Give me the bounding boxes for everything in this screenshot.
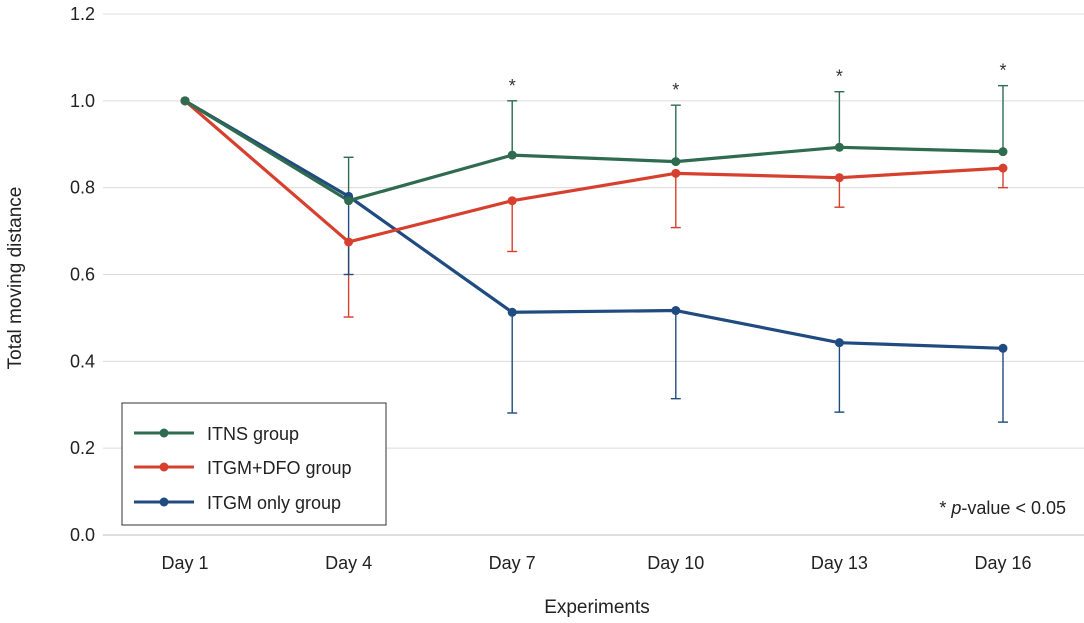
x-tick-label: Day 4 (325, 553, 372, 573)
p-value-suffix: -value < 0.05 (961, 498, 1066, 518)
significance-asterisk: * (509, 76, 516, 96)
data-point (998, 163, 1008, 173)
data-point (344, 237, 354, 247)
significance-asterisk: * (672, 80, 679, 100)
y-tick-label: 0.0 (70, 525, 95, 545)
p-value-italic: p (950, 498, 961, 518)
y-tick-label: 1.2 (70, 4, 95, 24)
legend-marker-itgm-dfo (159, 462, 169, 472)
x-tick-label: Day 13 (811, 553, 868, 573)
p-value-prefix: * (939, 498, 951, 518)
data-point (507, 150, 517, 160)
y-tick-label: 0.6 (70, 265, 95, 285)
x-axis-title: Experiments (544, 597, 650, 618)
x-tick-label: Day 10 (647, 553, 704, 573)
y-axis-title: Total moving distance (5, 187, 26, 370)
data-point (671, 306, 681, 316)
significance-asterisk: * (836, 67, 843, 87)
legend-label-itns: ITNS group (207, 424, 299, 444)
data-point (344, 196, 354, 206)
data-point (998, 147, 1008, 157)
data-point (671, 157, 681, 167)
x-tick-label: Day 7 (489, 553, 536, 573)
y-tick-label: 0.8 (70, 178, 95, 198)
data-point (507, 196, 517, 206)
p-value-annotation: * p-value < 0.05 (939, 498, 1066, 518)
x-axis-ticks: Day 1 Day 4 Day 7 Day 10 Day 13 Day 16 (161, 553, 1031, 573)
series-line (183, 99, 1005, 350)
series-points (180, 96, 1008, 353)
x-tick-label: Day 16 (974, 553, 1031, 573)
series-line (183, 99, 1005, 244)
y-tick-label: 1.0 (70, 91, 95, 111)
data-point (671, 168, 681, 178)
legend-label-itgm-dfo: ITGM+DFO group (207, 458, 352, 478)
y-tick-label: 0.4 (70, 351, 95, 371)
y-axis-ticks: 0.0 0.2 0.4 0.6 0.8 1.0 1.2 (70, 4, 95, 545)
data-point (834, 142, 844, 152)
data-point (180, 96, 190, 106)
legend-marker-itgm-only (159, 497, 169, 507)
series-lines (183, 99, 1005, 350)
legend-marker-itns (159, 428, 169, 438)
data-point (834, 173, 844, 183)
legend: ITNS group ITGM+DFO group ITGM only grou… (121, 402, 387, 526)
data-point (834, 338, 844, 348)
significance-asterisk: * (999, 61, 1006, 81)
legend-label-itgm-only: ITGM only group (207, 493, 341, 513)
y-tick-label: 0.2 (70, 438, 95, 458)
data-point (998, 343, 1008, 353)
x-tick-label: Day 1 (161, 553, 208, 573)
error-bars (343, 84, 1008, 423)
data-point (507, 307, 517, 317)
series-line (183, 99, 1005, 203)
significance-marks: * * * * (509, 61, 1007, 101)
